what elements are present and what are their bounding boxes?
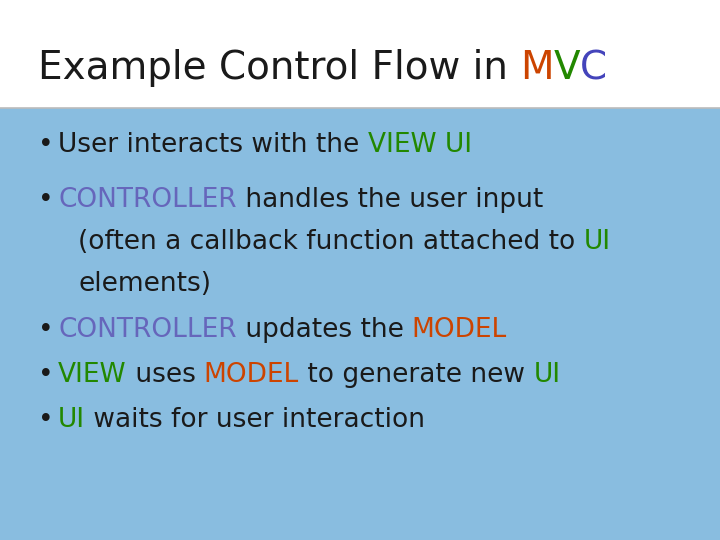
- Text: •: •: [38, 187, 53, 213]
- Text: VIEW: VIEW: [58, 362, 127, 388]
- Text: C: C: [580, 49, 608, 87]
- Text: MODEL: MODEL: [412, 317, 507, 343]
- Text: •: •: [38, 362, 53, 388]
- Text: M: M: [521, 49, 554, 87]
- Text: •: •: [38, 407, 53, 433]
- Bar: [0, 108, 720, 540]
- Text: CONTROLLER: CONTROLLER: [58, 187, 237, 213]
- Text: elements): elements): [78, 271, 211, 297]
- Text: waits for user interaction: waits for user interaction: [85, 407, 425, 433]
- Text: (often a callback function attached to: (often a callback function attached to: [78, 229, 584, 255]
- Text: to generate new: to generate new: [299, 362, 534, 388]
- Text: CONTROLLER: CONTROLLER: [58, 317, 237, 343]
- Text: uses: uses: [127, 362, 204, 388]
- Text: VIEW UI: VIEW UI: [368, 132, 472, 158]
- Text: •: •: [38, 317, 53, 343]
- Text: •: •: [38, 132, 53, 158]
- Text: UI: UI: [534, 362, 561, 388]
- Text: V: V: [554, 49, 580, 87]
- Text: Example Control Flow in: Example Control Flow in: [38, 49, 521, 87]
- Text: User interacts with the: User interacts with the: [58, 132, 368, 158]
- Text: UI: UI: [58, 407, 85, 433]
- Text: updates the: updates the: [237, 317, 412, 343]
- Text: MODEL: MODEL: [204, 362, 299, 388]
- Text: UI: UI: [584, 229, 611, 255]
- Text: handles the user input: handles the user input: [237, 187, 543, 213]
